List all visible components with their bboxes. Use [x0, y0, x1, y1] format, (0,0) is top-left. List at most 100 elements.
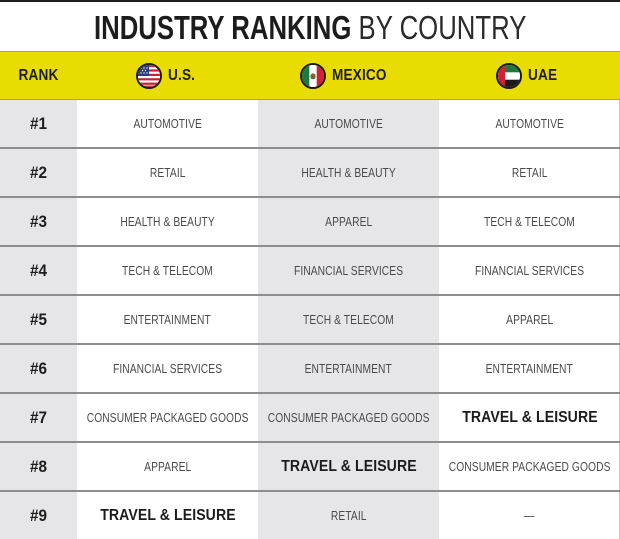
- uae-header-label: UAE: [528, 67, 558, 84]
- rank-label: #9: [29, 505, 48, 525]
- uae-cell: APPAREL: [439, 296, 620, 343]
- highlighted-industry-label: TRAVEL & LEISURE: [280, 457, 417, 475]
- industry-label: HEALTH & BEAUTY: [120, 214, 215, 229]
- rank-cell: #9: [0, 492, 77, 539]
- us-cell: APPAREL: [77, 443, 258, 490]
- industry-label: AUTOMOTIVE: [314, 116, 383, 131]
- us-header-label: U.S.: [167, 67, 195, 84]
- mexico-cell: AUTOMOTIVE: [258, 100, 439, 147]
- header-mexico: MEXICO: [258, 52, 439, 100]
- rank-cell: #1: [0, 100, 77, 147]
- mexico-flag-icon: [300, 63, 327, 89]
- table-row: #9 TRAVEL & LEISURE RETAIL —: [0, 492, 620, 539]
- us-cell: AUTOMOTIVE: [77, 100, 258, 147]
- industry-label: APPAREL: [324, 214, 373, 229]
- rank-cell: #8: [0, 443, 77, 490]
- rank-label: #5: [29, 309, 48, 329]
- title-text: INDUSTRY RANKING BY COUNTRY: [94, 11, 526, 44]
- mexico-cell: ENTERTAINMENT: [258, 345, 439, 392]
- uae-cell: —: [439, 492, 620, 539]
- table-row: #3 HEALTH & BEAUTY APPAREL TECH & TELECO…: [0, 198, 620, 247]
- table-row: #1 AUTOMOTIVE AUTOMOTIVE AUTOMOTIVE: [0, 100, 620, 149]
- table-body: #1 AUTOMOTIVE AUTOMOTIVE AUTOMOTIVE #2 R…: [0, 100, 620, 539]
- table-row: #8 APPAREL TRAVEL & LEISURE CONSUMER PAC…: [0, 443, 620, 492]
- industry-label: TECH & TELECOM: [122, 263, 213, 278]
- rank-label: #7: [29, 407, 48, 427]
- us-cell: HEALTH & BEAUTY: [77, 198, 258, 245]
- us-flag-icon: [135, 63, 162, 89]
- rank-cell: #6: [0, 345, 77, 392]
- us-column-bg: [77, 100, 258, 539]
- header-uae: UAE: [439, 52, 620, 100]
- industry-label: CONSUMER PACKAGED GOODS: [267, 410, 430, 425]
- uae-cell: CONSUMER PACKAGED GOODS: [439, 443, 620, 490]
- industry-label: AUTOMOTIVE: [133, 116, 202, 131]
- industry-label: ENTERTAINMENT: [123, 312, 212, 327]
- mexico-cell: CONSUMER PACKAGED GOODS: [258, 394, 439, 441]
- uae-flag-icon: [496, 63, 523, 89]
- rank-cell: #7: [0, 394, 77, 441]
- mexico-cell: APPAREL: [258, 198, 439, 245]
- header-us: U.S.: [77, 52, 258, 100]
- uae-column-bg: [439, 100, 620, 539]
- uae-cell: AUTOMOTIVE: [439, 100, 620, 147]
- rank-label: #3: [29, 211, 48, 231]
- mexico-cell: TECH & TELECOM: [258, 296, 439, 343]
- industry-label: TECH & TELECOM: [484, 214, 575, 229]
- us-cell: ENTERTAINMENT: [77, 296, 258, 343]
- rank-cell: #4: [0, 247, 77, 294]
- industry-label: HEALTH & BEAUTY: [301, 165, 396, 180]
- header-rank: RANK: [0, 52, 77, 100]
- us-cell: TECH & TELECOM: [77, 247, 258, 294]
- mexico-column-bg: [258, 100, 439, 539]
- rank-header-label: RANK: [18, 67, 59, 84]
- industry-label: RETAIL: [511, 165, 548, 180]
- industry-label: ENTERTAINMENT: [485, 361, 574, 376]
- industry-label: FINANCIAL SERVICES: [293, 263, 404, 278]
- table-row: #6 FINANCIAL SERVICES ENTERTAINMENT ENTE…: [0, 345, 620, 394]
- uae-cell: ENTERTAINMENT: [439, 345, 620, 392]
- us-cell: TRAVEL & LEISURE: [77, 492, 258, 539]
- highlighted-industry-label: TRAVEL & LEISURE: [461, 408, 598, 426]
- industry-label: RETAIL: [330, 508, 367, 523]
- uae-cell: TECH & TELECOM: [439, 198, 620, 245]
- industry-label: —: [524, 508, 535, 523]
- table-row: #2 RETAIL HEALTH & BEAUTY RETAIL: [0, 149, 620, 198]
- mexico-cell: TRAVEL & LEISURE: [258, 443, 439, 490]
- title-bold: INDUSTRY RANKING: [93, 9, 352, 46]
- industry-label: CONSUMER PACKAGED GOODS: [448, 459, 611, 474]
- rank-cell: #3: [0, 198, 77, 245]
- industry-label: FINANCIAL SERVICES: [112, 361, 223, 376]
- industry-label: AUTOMOTIVE: [495, 116, 564, 131]
- table-header: RANK U.S.: [0, 51, 620, 100]
- rank-cell: #5: [0, 296, 77, 343]
- rank-cell: #2: [0, 149, 77, 196]
- rank-column-bg: [0, 100, 77, 539]
- table-row: #4 TECH & TELECOM FINANCIAL SERVICES FIN…: [0, 247, 620, 296]
- uae-cell: TRAVEL & LEISURE: [439, 394, 620, 441]
- mexico-cell: FINANCIAL SERVICES: [258, 247, 439, 294]
- rank-label: #6: [29, 358, 48, 378]
- mexico-cell: HEALTH & BEAUTY: [258, 149, 439, 196]
- uae-cell: RETAIL: [439, 149, 620, 196]
- industry-label: TECH & TELECOM: [303, 312, 394, 327]
- rank-label: #4: [29, 260, 48, 280]
- table-row: #5 ENTERTAINMENT TECH & TELECOM APPAREL: [0, 296, 620, 345]
- industry-label: RETAIL: [149, 165, 186, 180]
- us-cell: RETAIL: [77, 149, 258, 196]
- mexico-cell: RETAIL: [258, 492, 439, 539]
- mexico-header-label: MEXICO: [332, 67, 388, 84]
- us-cell: FINANCIAL SERVICES: [77, 345, 258, 392]
- industry-label: CONSUMER PACKAGED GOODS: [86, 410, 249, 425]
- highlighted-industry-label: TRAVEL & LEISURE: [99, 506, 236, 524]
- rank-label: #1: [29, 113, 48, 133]
- rank-label: #8: [29, 456, 48, 476]
- title-light: BY COUNTRY: [351, 9, 527, 46]
- uae-cell: FINANCIAL SERVICES: [439, 247, 620, 294]
- industry-label: FINANCIAL SERVICES: [474, 263, 585, 278]
- industry-label: ENTERTAINMENT: [304, 361, 393, 376]
- industry-label: APPAREL: [143, 459, 192, 474]
- us-cell: CONSUMER PACKAGED GOODS: [77, 394, 258, 441]
- table-row: #7 CONSUMER PACKAGED GOODS CONSUMER PACK…: [0, 394, 620, 443]
- page-title: INDUSTRY RANKING BY COUNTRY: [0, 4, 620, 51]
